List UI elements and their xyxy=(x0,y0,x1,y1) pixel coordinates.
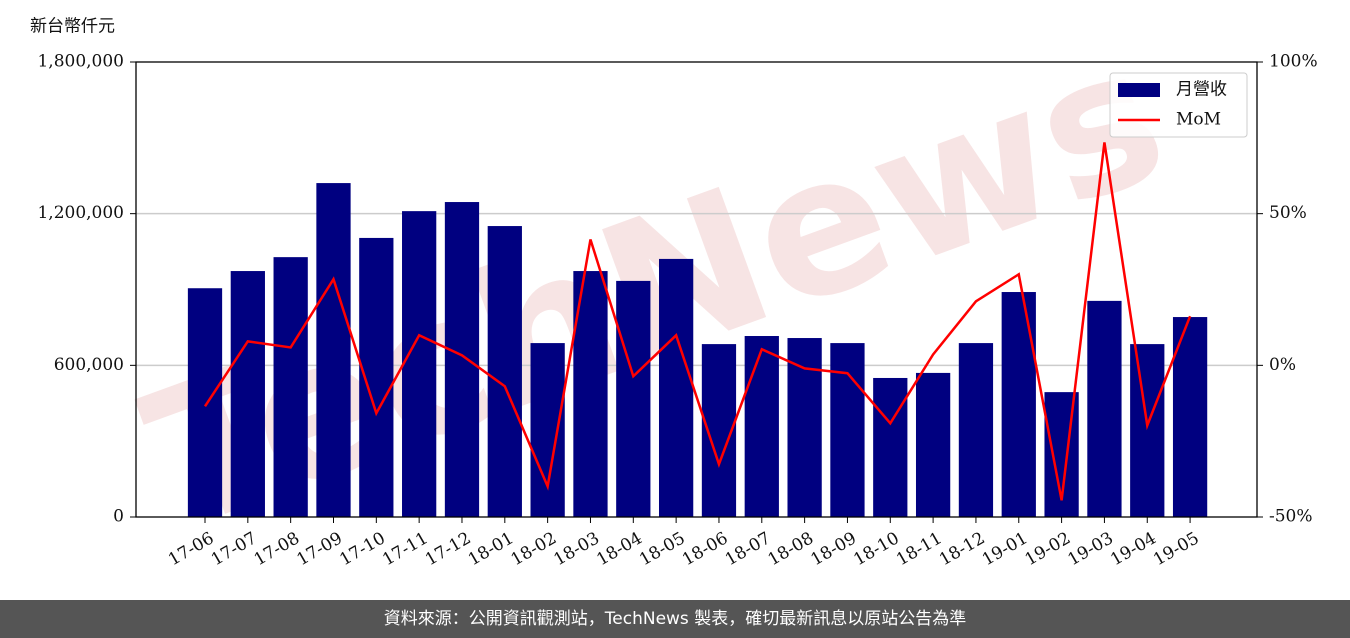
x-tick-label: 18-05 xyxy=(636,528,688,570)
bar xyxy=(658,258,694,517)
y-tick-label: 1,200,000 xyxy=(37,203,124,223)
x-tick-label: 19-05 xyxy=(1150,528,1202,570)
x-tick-label: 17-12 xyxy=(422,528,474,570)
y-tick-label: 600,000 xyxy=(54,355,124,375)
bar xyxy=(915,372,951,517)
y-axis-label: 新台幣仟元 xyxy=(30,17,115,37)
plot-frame xyxy=(135,61,1258,518)
y-tick-label: 0 xyxy=(113,507,124,527)
y2-tick-label: -50% xyxy=(1269,507,1313,527)
x-tick-label: 18-10 xyxy=(850,528,902,570)
bar xyxy=(1001,292,1036,517)
bar xyxy=(1172,317,1208,517)
bar xyxy=(873,377,908,517)
x-tick-label: 18-11 xyxy=(893,528,945,570)
bar xyxy=(187,288,223,517)
y-tick-label: 1,800,000 xyxy=(37,52,124,72)
x-tick-label: 18-12 xyxy=(936,528,988,570)
bar xyxy=(830,343,865,517)
x-tick-label: 18-09 xyxy=(808,528,860,570)
x-tick-label: 18-08 xyxy=(765,528,817,570)
x-tick-label: 18-06 xyxy=(679,528,731,570)
y2-tick-label: 50% xyxy=(1269,203,1307,223)
x-tick-label: 18-07 xyxy=(722,528,774,570)
bar xyxy=(616,280,651,517)
bar xyxy=(958,343,994,517)
y2-tick-label: 0% xyxy=(1269,355,1296,375)
legend-label: 月營收 xyxy=(1176,80,1227,100)
bar xyxy=(273,257,308,517)
x-tick-label: 19-04 xyxy=(1107,528,1159,570)
line xyxy=(203,142,1192,501)
x-tick-label: 17-09 xyxy=(294,528,346,570)
bar xyxy=(530,343,565,517)
x-tick-label: 18-01 xyxy=(465,528,517,570)
bar xyxy=(444,202,480,518)
bar xyxy=(1130,344,1165,517)
x-tick-label: 19-03 xyxy=(1064,528,1116,570)
x-tick-label: 18-02 xyxy=(508,528,560,570)
x-tick-label: 19-02 xyxy=(1022,528,1074,570)
bar xyxy=(1087,300,1122,517)
bar xyxy=(487,226,522,517)
x-tick-label: 18-03 xyxy=(551,528,603,570)
y2-tick-label: 100% xyxy=(1269,52,1318,72)
x-tick-label: 17-10 xyxy=(336,528,388,570)
bar xyxy=(744,336,779,517)
legend-label: MoM xyxy=(1176,110,1221,130)
source-note: 資料來源：公開資訊觀測站，TechNews 製表，確切最新訊息以原站公告為準 xyxy=(0,600,1350,638)
legend-swatch xyxy=(1118,83,1160,97)
x-tick-label: 18-04 xyxy=(593,528,645,570)
bar xyxy=(230,271,265,517)
bar xyxy=(316,183,351,517)
chart: 新台幣仟元 TechNews0600,0001,200,0001,800,000… xyxy=(30,3,1318,572)
bar xyxy=(787,338,822,517)
x-tick-label: 17-11 xyxy=(379,528,431,570)
x-tick-label: 19-01 xyxy=(979,528,1031,570)
bar xyxy=(402,211,437,517)
